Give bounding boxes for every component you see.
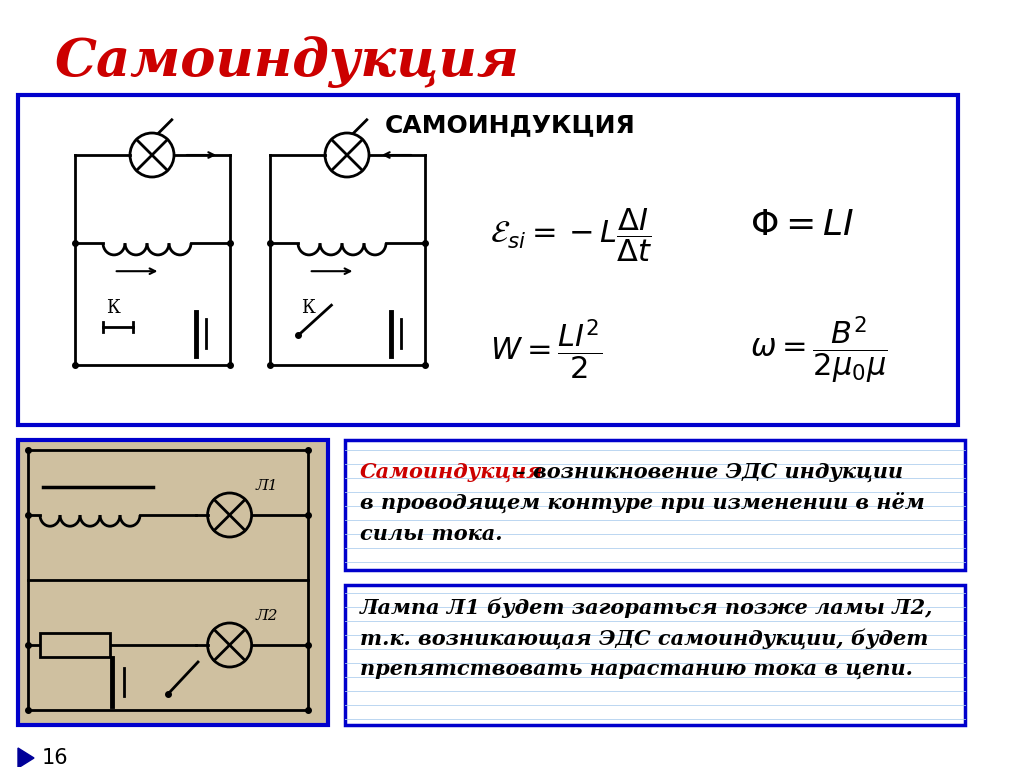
Text: $W=\dfrac{LI^2}{2}$: $W=\dfrac{LI^2}{2}$ [490, 318, 602, 382]
Bar [345, 440, 965, 570]
Text: $\mathcal{E}_{si}=-L\dfrac{\Delta I}{\Delta t}$: $\mathcal{E}_{si}=-L\dfrac{\Delta I}{\De… [490, 206, 652, 264]
Text: Л2: Л2 [256, 609, 279, 623]
Text: $\Phi = LI$: $\Phi = LI$ [750, 208, 855, 242]
Text: силы тока.: силы тока. [360, 524, 503, 544]
Bar [18, 95, 958, 425]
Bar [18, 440, 328, 725]
Text: препятствовать нарастанию тока в цепи.: препятствовать нарастанию тока в цепи. [360, 659, 912, 679]
Bar [345, 585, 965, 725]
Text: 16: 16 [42, 748, 69, 767]
Text: Самоиндукция: Самоиндукция [55, 36, 520, 88]
Bar [40, 633, 110, 657]
Text: Л1: Л1 [256, 479, 279, 493]
Text: в проводящем контуре при изменении в нём: в проводящем контуре при изменении в нём [360, 493, 925, 515]
Text: САМОИНДУКЦИЯ: САМОИНДУКЦИЯ [385, 113, 635, 137]
Text: $\omega=\dfrac{B^2}{2\mu_0\mu}$: $\omega=\dfrac{B^2}{2\mu_0\mu}$ [750, 314, 888, 386]
Text: К: К [301, 299, 315, 318]
Text: К: К [106, 299, 120, 318]
Text: Лампа Л1 будет загораться позже ламы Л2,: Лампа Л1 будет загораться позже ламы Л2, [360, 597, 933, 617]
Text: т.к. возникающая ЭДС самоиндукции, будет: т.к. возникающая ЭДС самоиндукции, будет [360, 628, 929, 649]
Polygon shape [18, 748, 34, 767]
Text: – возникновение ЭДС индукции: – возникновение ЭДС индукции [508, 462, 903, 482]
Text: Самоиндукция: Самоиндукция [360, 462, 544, 482]
